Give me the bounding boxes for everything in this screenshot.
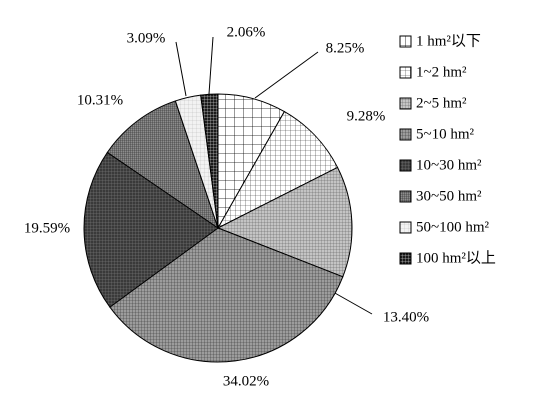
pie-slice xyxy=(106,100,219,230)
legend-swatch xyxy=(399,221,412,234)
legend-swatch xyxy=(399,97,412,110)
leader-line xyxy=(208,36,214,95)
data-label: 9.28% xyxy=(347,108,386,124)
legend-label: 1 hm²以下 xyxy=(416,33,481,49)
legend-label: 10~30 hm² xyxy=(416,157,482,173)
data-label: 34.02% xyxy=(223,373,269,389)
data-label: 8.25% xyxy=(326,40,365,56)
legend-label: 1~2 hm² xyxy=(416,64,467,80)
legend-label: 2~5 hm² xyxy=(416,95,467,111)
data-label: 10.31% xyxy=(77,92,123,108)
legend-swatch xyxy=(399,128,412,141)
data-label: 3.09% xyxy=(127,30,166,46)
data-label: 19.59% xyxy=(24,220,70,236)
pie-slice xyxy=(83,151,219,308)
pie-slice xyxy=(216,166,353,278)
pie-slice xyxy=(109,227,344,363)
legend-label: 30~50 hm² xyxy=(416,188,482,204)
leader-line xyxy=(254,51,319,99)
legend-swatch xyxy=(399,190,412,203)
legend-swatch xyxy=(399,66,412,79)
pie-slice xyxy=(200,93,219,229)
legend-swatch xyxy=(399,35,412,48)
legend-swatch xyxy=(399,159,412,172)
legend-label: 100 hm²以上 xyxy=(416,249,496,266)
pie-slice xyxy=(216,110,339,230)
legend-label: 50~100 hm² xyxy=(416,219,490,235)
legend-swatch xyxy=(399,252,412,265)
data-label: 13.40% xyxy=(383,309,429,325)
legend-label: 5~10 hm² xyxy=(416,126,475,142)
leader-line xyxy=(175,41,187,97)
data-label: 2.06% xyxy=(227,24,266,40)
